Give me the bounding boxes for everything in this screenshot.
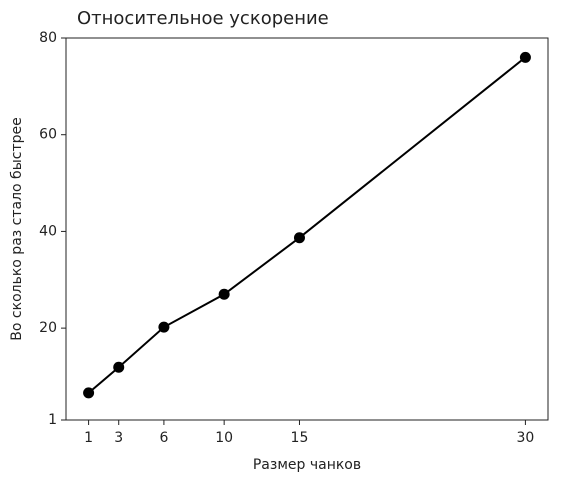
point xyxy=(158,321,170,333)
x-tick-label: 6 xyxy=(159,430,168,446)
x-tick-label: 3 xyxy=(114,430,123,446)
line xyxy=(87,56,527,394)
x-tick-label: 10 xyxy=(215,430,233,446)
point xyxy=(83,387,95,399)
x-tick-label: 15 xyxy=(291,430,309,446)
plot-frame xyxy=(65,37,549,421)
x-tick-label: 30 xyxy=(516,430,534,446)
chart-title: Относительное ускорение xyxy=(77,8,329,29)
x-tick-label: 1 xyxy=(84,430,93,446)
point xyxy=(113,361,125,373)
y-tick-label: 80 xyxy=(39,30,57,46)
x-axis-label: Размер чанков xyxy=(253,457,361,473)
y-tick-label: 60 xyxy=(39,127,57,143)
y-tick-label: 1 xyxy=(48,412,57,428)
y-tick-label: 40 xyxy=(39,223,57,239)
y-tick-label: 20 xyxy=(39,320,57,336)
y-axis-label: Во сколько раз стало быстрее xyxy=(9,117,25,340)
point xyxy=(519,51,531,63)
point xyxy=(218,288,230,300)
point xyxy=(293,232,305,244)
